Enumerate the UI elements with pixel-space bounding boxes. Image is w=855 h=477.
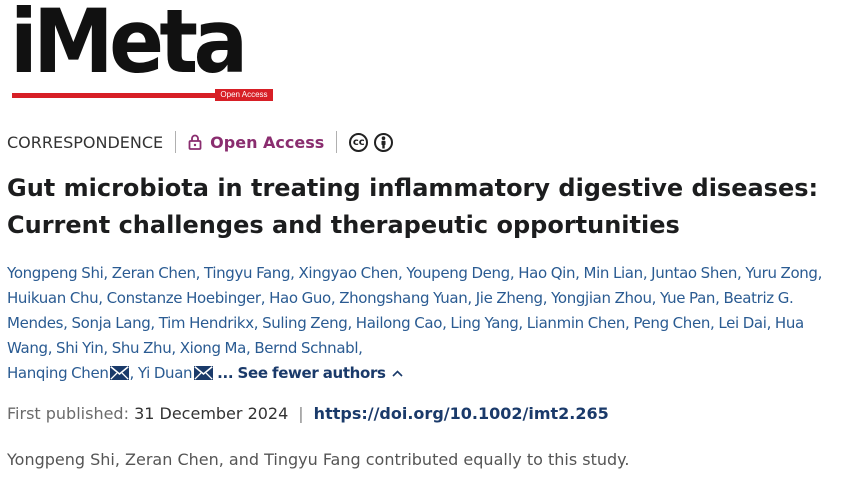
author-link[interactable]: Juntao Shen (651, 264, 738, 282)
author-link[interactable]: Yongjian Zhou (551, 289, 652, 307)
title-line-2: Current challenges and therapeutic oppor… (7, 211, 680, 239)
mail-icon[interactable] (110, 366, 130, 380)
chevron-up-icon (392, 370, 403, 377)
open-access-label: Open Access (210, 132, 325, 152)
author-link[interactable]: Jie Zheng (475, 289, 543, 307)
author-link[interactable]: Xingyao Chen (298, 264, 398, 282)
author-list: Yongpeng Shi, Zeran Chen, Tingyu Fang, X… (7, 264, 823, 382)
separator: | (298, 404, 304, 423)
first-published-label: First published: (7, 404, 129, 423)
logo-wordmark: iMeta (10, 0, 248, 93)
license-icons[interactable]: cc (349, 132, 399, 152)
journal-logo[interactable]: iMeta Open Access (10, 0, 273, 101)
author-link[interactable]: Ling Yang (450, 314, 519, 332)
author-link[interactable]: Shu Zhu (111, 339, 172, 357)
author-link[interactable]: Beatriz G. Mendes (7, 289, 794, 332)
author-link[interactable]: Min Lian (583, 264, 644, 282)
author-link[interactable]: Yi Duan (137, 364, 193, 382)
author-link[interactable]: Youpeng Deng (406, 264, 510, 282)
author-link[interactable]: Yue Pan (660, 289, 716, 307)
author-link[interactable]: Hua Wang (7, 314, 804, 357)
author-link[interactable]: Peng Chen (633, 314, 710, 332)
title-line-1: Gut microbiota in treating inflammatory … (7, 174, 819, 202)
author-link[interactable]: Yuru Zong (745, 264, 818, 282)
mail-icon[interactable] (194, 366, 214, 380)
author-link[interactable]: Huikuan Chu (7, 289, 99, 307)
author-link[interactable]: Tim Hendrikx (158, 314, 254, 332)
open-access-link[interactable]: Open Access (188, 133, 324, 152)
author-link[interactable]: Hao Qin (518, 264, 576, 282)
author-link[interactable]: Zeran Chen (111, 264, 196, 282)
publication-info: First published: 31 December 2024 | http… (7, 404, 609, 423)
first-published-date: 31 December 2024 (134, 404, 289, 423)
author-link[interactable]: Sonja Lang (71, 314, 151, 332)
logo-underline (12, 93, 270, 98)
author-link[interactable]: Constanze Hoebinger (106, 289, 261, 307)
doi-link[interactable]: https://doi.org/10.1002/imt2.265 (313, 404, 609, 423)
author-link[interactable]: Hao Guo (269, 289, 331, 307)
author-link[interactable]: Yongpeng Shi (7, 264, 104, 282)
see-fewer-authors-button[interactable]: ... See fewer authors (217, 364, 403, 382)
author-link[interactable]: Suling Zeng (262, 314, 348, 332)
author-link[interactable]: Bernd Schnabl (254, 339, 359, 357)
contribution-note: Yongpeng Shi, Zeran Chen, and Tingyu Fan… (7, 450, 630, 469)
author-link[interactable]: Hailong Cao (355, 314, 443, 332)
divider (175, 131, 177, 153)
author-link[interactable]: Shi Yin (56, 339, 104, 357)
author-link[interactable]: Tingyu Fang (203, 264, 291, 282)
author-link[interactable]: Lei Dai (718, 314, 767, 332)
article-title: Gut microbiota in treating inflammatory … (7, 170, 847, 244)
logo-open-access-badge: Open Access (215, 89, 273, 101)
creative-commons-icon: cc (349, 132, 369, 152)
attribution-icon (374, 132, 394, 152)
article-meta-row: CORRESPONDENCE Open Access cc (7, 130, 399, 154)
article-type: CORRESPONDENCE (7, 132, 164, 152)
author-link[interactable]: Hanqing Chen (7, 364, 109, 382)
author-link[interactable]: Lianmin Chen (526, 314, 626, 332)
see-fewer-label: ... See fewer authors (217, 364, 386, 382)
author-link[interactable]: Xiong Ma (179, 339, 247, 357)
lock-icon (188, 134, 202, 150)
divider (336, 131, 338, 153)
author-link[interactable]: Zhongshang Yuan (339, 289, 468, 307)
